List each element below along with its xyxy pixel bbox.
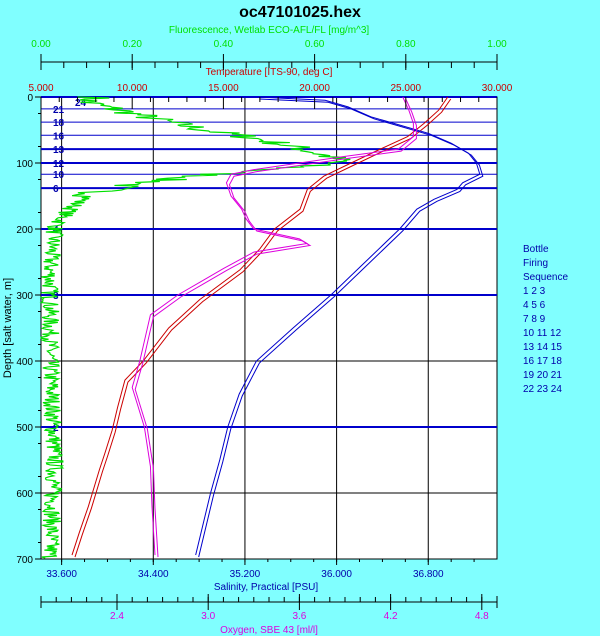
depth-tick-label: 300 <box>16 291 33 302</box>
salinity-tick-label: 36.800 <box>413 569 444 580</box>
bottle-label: 18 <box>53 118 65 129</box>
bottle-label: 21 <box>53 105 65 116</box>
depth-tick-label: 700 <box>16 555 33 566</box>
bottle-label: 24 <box>75 98 87 109</box>
bottle-label: 13 <box>53 145 65 156</box>
fluorescence-axis-label: Fluorescence, Wetlab ECO-AFL/FL [mg/m^3] <box>169 25 370 36</box>
fluorescence-tick-label: 0.80 <box>396 39 416 50</box>
fluorescence-tick-label: 0.00 <box>31 39 51 50</box>
bottle-label: 4 <box>53 225 59 236</box>
depth-tick-label: 400 <box>16 357 33 368</box>
temperature-tick-label: 10.000 <box>117 83 148 94</box>
legend-title: Sequence <box>523 272 568 283</box>
temperature-series-line-upcast <box>74 98 452 558</box>
fluorescence-tick-label: 0.40 <box>214 39 234 50</box>
bottle-label: 12 <box>53 159 65 170</box>
legend-title: Bottle <box>523 244 549 255</box>
salinity-tick-label: 35.200 <box>230 569 261 580</box>
fluorescence-tick-label: 0.20 <box>122 39 142 50</box>
oxygen-tick-label: 4.8 <box>475 611 489 622</box>
depth-tick-label: 100 <box>16 159 33 170</box>
bottle-label: 16 <box>53 131 65 142</box>
salinity-tick-label: 36.000 <box>321 569 352 580</box>
depth-tick-label: 200 <box>16 225 33 236</box>
temperature-tick-label: 25.000 <box>391 83 422 94</box>
temperature-tick-label: 20.000 <box>299 83 330 94</box>
chart-title: oc47101025.hex <box>239 4 361 21</box>
oxygen-tick-label: 4.2 <box>384 611 398 622</box>
depth-tick-label: 0 <box>27 93 33 104</box>
salinity-tick-label: 34.400 <box>138 569 169 580</box>
legend-row: 22 23 24 <box>523 384 562 395</box>
legend-row: 19 20 21 <box>523 370 562 381</box>
temperature-tick-label: 15.000 <box>208 83 239 94</box>
temperature-axis-label: Temperature [ITS-90, deg C] <box>206 67 333 78</box>
oxygen-tick-label: 3.6 <box>292 611 306 622</box>
legend-row: 7 8 9 <box>523 314 546 325</box>
oxygen-series-line <box>131 96 414 556</box>
legend-row: 16 17 18 <box>523 356 562 367</box>
salinity-series-line-upcast <box>198 98 484 558</box>
salinity-axis-label: Salinity, Practical [PSU] <box>214 582 319 593</box>
oxygen-tick-label: 3.0 <box>201 611 215 622</box>
depth-tick-label: 600 <box>16 489 33 500</box>
oxygen-series-line-upcast <box>134 98 417 558</box>
oxygen-tick-label: 2.4 <box>110 611 124 622</box>
temperature-tick-label: 5.000 <box>28 83 53 94</box>
legend-title: Firing <box>523 258 548 269</box>
depth-tick-label: 500 <box>16 423 33 434</box>
bottle-label: 6 <box>53 184 59 195</box>
oxygen-axis-label: Oxygen, SBE 43 [ml/l] <box>220 625 318 636</box>
salinity-tick-label: 33.600 <box>46 569 77 580</box>
fluorescence-tick-label: 1.00 <box>487 39 507 50</box>
fluorescence-tick-label: 0.60 <box>305 39 325 50</box>
legend-row: 13 14 15 <box>523 342 562 353</box>
legend-row: 10 11 12 <box>523 328 562 339</box>
legend-row: 1 2 3 <box>523 286 546 297</box>
temperature-tick-label: 30.000 <box>482 83 513 94</box>
legend-row: 4 5 6 <box>523 300 546 311</box>
salinity-series-line <box>195 96 481 556</box>
depth-axis-label: Depth [salt water, m] <box>2 278 14 378</box>
temperature-series-line <box>71 96 449 556</box>
bottle-label: 10 <box>53 170 65 181</box>
